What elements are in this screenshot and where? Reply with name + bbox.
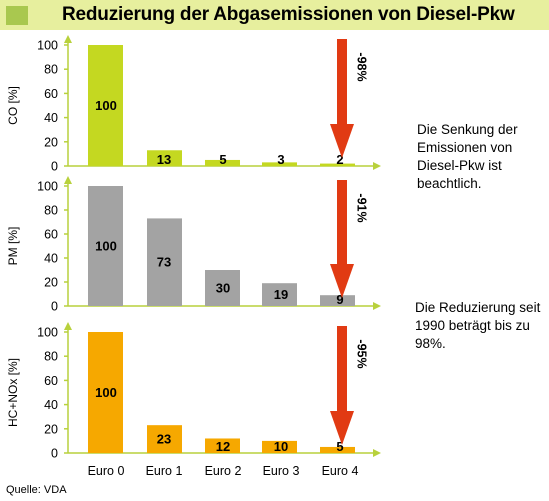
y-tick-label-0-20: 20 — [44, 135, 58, 149]
reduction-arrow-shaft-1 — [337, 180, 347, 265]
note-reduction-since-1990: Die Reduzierung seit 1990 beträgt bis zu… — [415, 300, 541, 351]
y-tick-label-0-60: 60 — [44, 87, 58, 101]
title-bar: Reduzierung der Abgasemissionen von Dies… — [0, 0, 549, 30]
reduction-arrow-shaft-2 — [337, 326, 347, 412]
x-category-label-2: Euro 2 — [205, 464, 242, 478]
bar-2-1 — [147, 425, 182, 453]
bar-1-4 — [320, 295, 355, 306]
y-axis-arrowhead-0 — [64, 35, 72, 43]
bar-0-0 — [88, 45, 123, 166]
y-tick-label-1-60: 60 — [44, 228, 58, 242]
y-tick-label-2-60: 60 — [44, 374, 58, 388]
bar-value-label-1-2: 30 — [216, 281, 230, 296]
y-tick-label-2-100: 100 — [37, 326, 58, 340]
y-axis-label-1: PM [%] — [6, 227, 20, 266]
title-marker — [6, 6, 28, 25]
bar-2-4 — [320, 446, 355, 453]
x-axis-arrowhead-1 — [373, 302, 381, 310]
y-tick-label-2-20: 20 — [44, 422, 58, 436]
bar-value-label-1-1: 73 — [157, 255, 171, 270]
bar-1-0 — [88, 186, 123, 306]
source-note: Quelle: VDA — [6, 484, 67, 496]
x-category-label-1: Euro 1 — [146, 464, 183, 478]
reduction-arrow-head-2 — [330, 411, 354, 445]
bar-1-3 — [262, 283, 297, 306]
bar-0-1 — [147, 150, 182, 166]
y-tick-label-0-80: 80 — [44, 63, 58, 77]
bar-value-label-1-0: 100 — [95, 239, 117, 254]
y-tick-label-2-40: 40 — [44, 398, 58, 412]
bar-1-2 — [205, 270, 240, 306]
bar-value-label-2-1: 23 — [157, 432, 171, 447]
bar-value-label-0-1: 13 — [157, 152, 171, 167]
x-category-label-4: Euro 4 — [322, 464, 359, 478]
reduction-arrow-head-0 — [330, 124, 354, 158]
bar-value-label-2-3: 10 — [274, 439, 288, 454]
bar-value-label-1-3: 19 — [274, 287, 288, 302]
reduction-arrow-shaft-0 — [337, 39, 347, 125]
bar-0-3 — [262, 162, 297, 166]
note-reduction-remarkable: Die Senkung der Emissionen von Diesel-Pk… — [417, 122, 518, 191]
bar-value-label-2-2: 12 — [216, 439, 230, 454]
reduction-arrow-head-1 — [330, 264, 354, 298]
y-tick-label-2-80: 80 — [44, 350, 58, 364]
bar-value-label-2-0: 100 — [95, 385, 117, 400]
y-tick-label-1-80: 80 — [44, 204, 58, 218]
bar-2-0 — [88, 332, 123, 453]
y-axis-arrowhead-2 — [64, 322, 72, 330]
y-tick-label-0-40: 40 — [44, 111, 58, 125]
bar-value-label-0-0: 100 — [95, 98, 117, 113]
x-axis-arrowhead-0 — [373, 162, 381, 170]
bar-1-1 — [147, 218, 182, 306]
x-axis-arrowhead-2 — [373, 449, 381, 457]
bar-2-2 — [205, 438, 240, 453]
y-tick-label-1-40: 40 — [44, 252, 58, 266]
chart-title: Reduzierung der Abgasemissionen von Dies… — [62, 4, 515, 25]
reduction-label-2: -95% — [355, 339, 369, 368]
bar-value-label-2-4: 5 — [336, 439, 343, 454]
y-axis-arrowhead-1 — [64, 176, 72, 184]
y-tick-label-0-0: 0 — [51, 160, 58, 174]
y-axis-label-2: HC+NOx [%] — [6, 358, 20, 427]
reduction-label-0: -98% — [355, 52, 369, 81]
y-tick-label-1-0: 0 — [51, 300, 58, 314]
x-category-label-3: Euro 3 — [263, 464, 300, 478]
x-category-label-0: Euro 0 — [88, 464, 125, 478]
y-tick-label-1-100: 100 — [37, 180, 58, 194]
bar-2-3 — [262, 440, 297, 453]
y-axis-label-0: CO [%] — [6, 86, 20, 125]
reduction-label-1: -91% — [355, 193, 369, 222]
y-tick-label-0-100: 100 — [37, 39, 58, 53]
bar-0-4 — [320, 163, 355, 166]
y-tick-label-2-0: 0 — [51, 447, 58, 461]
y-tick-label-1-20: 20 — [44, 276, 58, 290]
bar-0-2 — [205, 159, 240, 166]
bar-value-label-0-3: 3 — [277, 152, 284, 167]
bar-value-label-0-4: 2 — [336, 152, 343, 167]
bar-value-label-0-2: 5 — [219, 152, 226, 167]
bar-value-label-1-4: 9 — [336, 292, 343, 307]
